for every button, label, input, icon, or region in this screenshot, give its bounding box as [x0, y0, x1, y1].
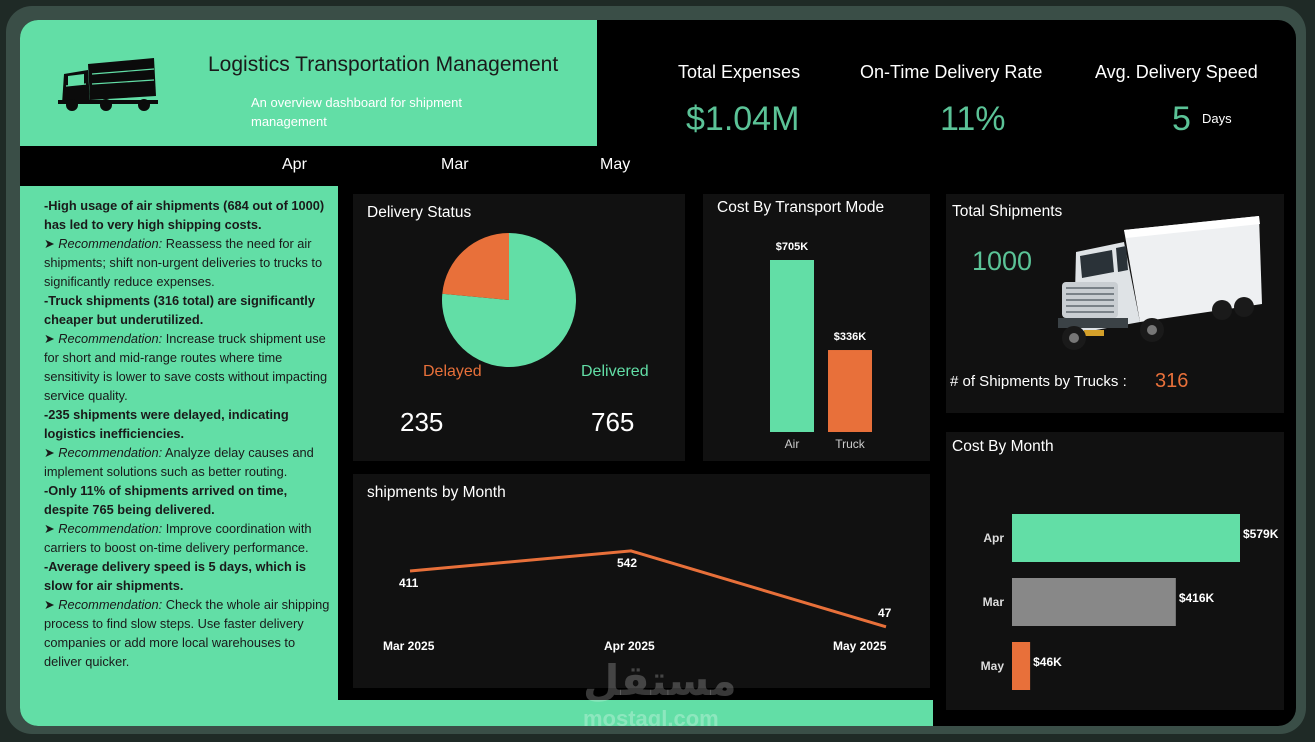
delayed-label: Delayed	[423, 363, 482, 380]
line-point-label: 411	[399, 576, 419, 590]
insight-item: -235 shipments were delayed, indicating …	[44, 405, 330, 481]
insight-finding: -Only 11% of shipments arrived on time, …	[44, 483, 288, 517]
arrow-icon: ➤	[44, 445, 59, 460]
tab-may[interactable]: May	[600, 156, 631, 173]
header-banner: Logistics Transportation Management An o…	[20, 20, 597, 146]
recommendation-text: Reassess the need for air shipments; shi…	[44, 236, 323, 289]
insight-finding: -235 shipments were delayed, indicating …	[44, 407, 289, 441]
recommendation-text: Check the whole air shipping process to …	[44, 597, 330, 669]
insight-finding: -Truck shipments (316 total) are signifi…	[44, 293, 315, 327]
app-subtitle: An overview dashboard for shipment manag…	[251, 95, 463, 129]
line-point-label: 542	[617, 556, 637, 570]
delivered-label: Delivered	[581, 363, 649, 380]
trucks-shipments-label: # of Shipments by Trucks :	[950, 373, 1127, 390]
kpi-avg-speed-unit: Days	[1202, 111, 1232, 126]
kpi-on-time-rate-label: On-Time Delivery Rate	[860, 62, 1043, 82]
bottom-accent-strip	[338, 700, 933, 726]
shipments-by-month-line-chart: 411 Mar 2025 542 Apr 2025 47 May 2025	[383, 549, 892, 653]
total-shipments-value: 1000	[972, 246, 1033, 276]
recommendation-label: Recommendation:	[58, 445, 163, 460]
watermark-latin: mostaql.com	[583, 706, 719, 726]
bar-value-label: $579K	[1243, 527, 1279, 541]
bar-may[interactable]	[1012, 642, 1031, 690]
bar-category-label: Air	[785, 437, 800, 451]
dashboard-canvas: Logistics Transportation Management An o…	[20, 20, 1296, 726]
recommendation-label: Recommendation:	[58, 331, 163, 346]
recommendation-label: Recommendation:	[58, 521, 163, 536]
total-shipments-card: Total Shipments 1000 # of Shipments by T…	[946, 194, 1284, 413]
bar-truck[interactable]	[828, 350, 872, 432]
app-title: Logistics Transportation Management	[208, 53, 559, 76]
x-axis-tick-label: Mar 2025	[383, 639, 435, 653]
bar-mar[interactable]	[1012, 578, 1176, 626]
total-shipments-title: Total Shipments	[952, 203, 1063, 220]
trucks-shipments-value: 316	[1155, 370, 1189, 392]
shipments-line	[409, 549, 887, 629]
insights-text: -High usage of air shipments (684 out of…	[44, 196, 330, 671]
cost-by-mode-title: Cost By Transport Mode	[717, 199, 885, 216]
insight-finding: -Average delivery speed is 5 days, which…	[44, 559, 306, 593]
bar-apr[interactable]	[1012, 514, 1240, 562]
x-axis-tick-label: Apr 2025	[604, 639, 655, 653]
x-axis-tick-label: May 2025	[833, 639, 887, 653]
insight-finding: -High usage of air shipments (684 out of…	[44, 198, 325, 232]
delivery-status-title: Delivery Status	[367, 204, 472, 221]
dashboard-frame: Logistics Transportation Management An o…	[6, 6, 1306, 734]
kpi-on-time-rate-value: 11%	[940, 100, 1006, 138]
line-point-label: 47	[878, 606, 892, 620]
bar-category-label: Mar	[983, 595, 1005, 609]
delivery-status-pie-chart: Delayed Delivered 235 765	[400, 233, 649, 437]
bar-value-label: $336K	[834, 331, 866, 343]
kpi-avg-speed-value: 5	[1172, 100, 1191, 138]
recommendation-label: Recommendation:	[58, 236, 163, 251]
tab-apr[interactable]: Apr	[282, 156, 307, 173]
shipments-by-month-card: shipments by Month 411 Mar 2025 542 Apr 202…	[353, 474, 930, 704]
month-filter-tabs: Apr Mar May	[190, 146, 630, 186]
delivered-value: 765	[591, 407, 634, 437]
recommendation-text: Increase truck shipment use for short an…	[44, 331, 328, 403]
cost-by-month-title: Cost By Month	[952, 438, 1054, 455]
bar-value-label: $416K	[1179, 591, 1215, 605]
recommendation-label: Recommendation:	[58, 597, 163, 612]
arrow-icon: ➤	[44, 331, 59, 346]
bar-category-label: Apr	[983, 531, 1004, 545]
cost-by-month-bar-chart: Apr $579K Mar $416K May $46K	[981, 514, 1279, 690]
insights-panel	[20, 186, 338, 726]
delayed-value: 235	[400, 407, 443, 437]
bar-category-label: Truck	[835, 437, 866, 451]
shipments-by-month-title: shipments by Month	[367, 484, 506, 501]
insight-item: -Truck shipments (316 total) are signifi…	[44, 291, 330, 405]
insight-item: -Only 11% of shipments arrived on time, …	[44, 481, 330, 557]
tab-mar[interactable]: Mar	[441, 156, 469, 173]
kpi-total-expenses-value: $1.04M	[686, 100, 800, 138]
bar-category-label: May	[981, 659, 1005, 673]
kpi-avg-speed-label: Avg. Delivery Speed	[1095, 62, 1258, 82]
cost-by-month-card: Cost By Month Apr $579K Mar $416K May $46K	[946, 432, 1284, 710]
recommendation-text: Improve coordination with carriers to bo…	[44, 521, 312, 555]
insight-item: -High usage of air shipments (684 out of…	[44, 196, 330, 291]
semi-truck-image	[1058, 216, 1262, 350]
bar-value-label: $705K	[776, 241, 808, 253]
kpi-total-expenses-label: Total Expenses	[678, 62, 801, 82]
bar-air[interactable]	[770, 260, 814, 432]
arrow-icon: ➤	[44, 521, 59, 536]
cost-by-mode-card: Cost By Transport Mode $705K Air $336K Truc…	[703, 194, 930, 461]
recommendation-text: Analyze delay causes and implement solut…	[44, 445, 314, 479]
pie-slice-delayed[interactable]	[442, 233, 509, 300]
arrow-icon: ➤	[44, 236, 59, 251]
arrow-icon: ➤	[44, 597, 59, 612]
delivery-status-card: Delivery Status Delayed Delivered 235 76…	[353, 194, 685, 461]
insight-item: -Average delivery speed is 5 days, which…	[44, 557, 330, 671]
cost-by-mode-bar-chart: $705K Air $336K Truck	[770, 241, 872, 451]
bar-value-label: $46K	[1033, 655, 1062, 669]
truck-logo-icon	[58, 58, 158, 111]
watermark-arabic: مستقل	[583, 657, 737, 704]
